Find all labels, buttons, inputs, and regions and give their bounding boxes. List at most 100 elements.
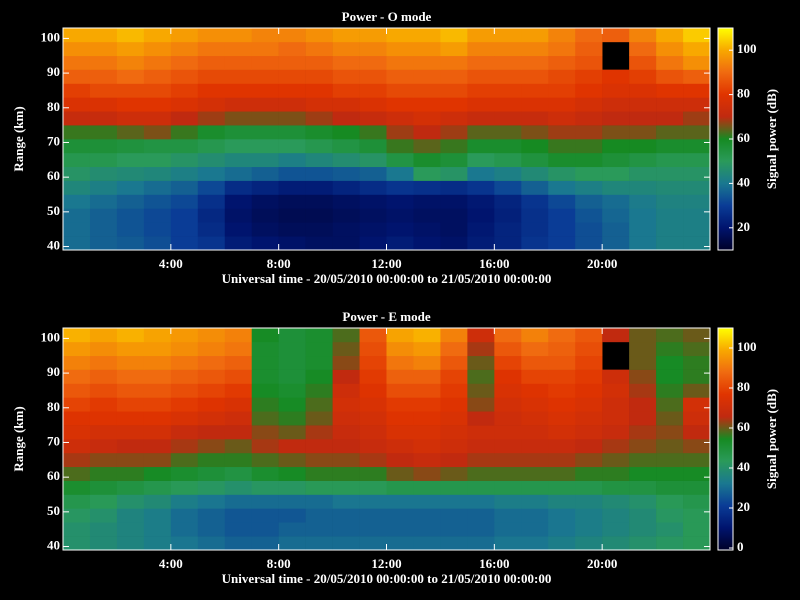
heat-cell	[251, 452, 279, 468]
heat-cell	[359, 494, 387, 509]
heat-cell	[467, 383, 495, 398]
heat-cell	[575, 425, 603, 440]
heat-cell	[413, 194, 441, 209]
heat-cell	[413, 522, 441, 537]
heat-cell	[197, 180, 226, 195]
heat-cell	[305, 97, 333, 112]
heat-cell	[494, 411, 522, 426]
heat-cell	[116, 139, 145, 154]
heat-cell	[251, 28, 279, 43]
colorbar-label: Signal power (dB)	[764, 89, 779, 189]
heat-cell	[440, 425, 468, 440]
heat-cell	[305, 236, 333, 251]
heat-cell	[440, 28, 468, 43]
heat-cell	[359, 522, 387, 537]
heat-cell	[656, 97, 684, 112]
heat-cell	[170, 97, 199, 112]
heat-cell	[548, 452, 576, 468]
heat-cell	[63, 383, 91, 398]
heat-cell	[224, 480, 253, 495]
heat-cell	[359, 152, 387, 168]
heat-cell	[143, 41, 172, 57]
heat-cell	[63, 328, 91, 343]
heat-cell	[305, 83, 333, 98]
heat-cell	[224, 236, 253, 251]
colorbar	[717, 327, 734, 551]
heat-cell	[440, 69, 468, 84]
heat-cell	[116, 236, 145, 251]
heat-cell	[575, 494, 603, 509]
heat-cell	[494, 125, 522, 140]
heat-cell	[413, 236, 441, 251]
heat-cell	[278, 522, 306, 537]
heat-cell	[278, 208, 306, 223]
heat-cell	[575, 208, 603, 223]
heat-cell	[575, 328, 603, 343]
heat-cell	[548, 83, 576, 98]
heat-cell	[278, 355, 306, 370]
heat-cell	[602, 494, 630, 509]
heat-cell	[575, 152, 603, 168]
heat-cell	[332, 180, 360, 195]
heat-cell	[224, 341, 253, 357]
heat-cell	[413, 425, 441, 440]
heat-cell	[116, 452, 145, 468]
heat-cell	[332, 125, 360, 140]
heat-cell	[386, 536, 414, 551]
heat-cell	[143, 125, 172, 140]
heat-cell	[521, 494, 549, 509]
heat-cell	[656, 341, 684, 357]
heat-cell	[413, 208, 441, 223]
heat-cell	[224, 194, 253, 209]
heat-cell	[224, 452, 253, 468]
heat-cell	[143, 508, 172, 523]
heat-cell	[386, 411, 414, 426]
heat-cell	[440, 83, 468, 98]
heat-cell	[629, 439, 657, 454]
heat-cell	[440, 194, 468, 209]
heat-cell	[521, 439, 549, 454]
x-tick-label: 16:00	[479, 256, 509, 271]
heat-cell	[143, 411, 172, 426]
heat-cell	[494, 341, 522, 357]
heat-cell	[521, 180, 549, 195]
heat-cell	[197, 369, 226, 384]
heat-cell	[332, 522, 360, 537]
heat-cell	[305, 397, 333, 412]
heat-cell	[332, 508, 360, 523]
heat-cell	[629, 480, 657, 495]
heat-cell	[63, 236, 91, 251]
heat-cell	[332, 83, 360, 98]
heat-cell	[197, 494, 226, 509]
heat-cell	[683, 236, 711, 251]
heat-cell	[251, 55, 279, 70]
heat-cell	[278, 439, 306, 454]
heat-cell	[170, 83, 199, 98]
heat-cell	[278, 369, 306, 384]
heat-cell	[63, 494, 91, 509]
heat-cell	[332, 480, 360, 495]
heat-cell	[359, 536, 387, 551]
heat-cell	[116, 369, 145, 384]
heat-cell	[89, 166, 118, 181]
heat-cell	[386, 180, 414, 195]
heat-cell	[278, 194, 306, 209]
heat-cell	[197, 480, 226, 495]
heat-cell	[629, 494, 657, 509]
heat-cell	[656, 480, 684, 495]
heat-cell	[386, 439, 414, 454]
heat-cell	[602, 111, 630, 126]
heat-cell	[63, 522, 91, 537]
heat-cell	[197, 439, 226, 454]
heat-cell	[683, 466, 711, 481]
heat-cell	[359, 55, 387, 70]
heat-cell	[89, 508, 118, 523]
heat-cell	[467, 522, 495, 537]
y-tick-label: 100	[41, 29, 61, 44]
heat-cell	[629, 139, 657, 154]
heat-cell	[278, 97, 306, 112]
heat-cell	[521, 139, 549, 154]
heat-cell	[143, 369, 172, 384]
heat-cell	[575, 355, 603, 370]
heat-cell	[305, 480, 333, 495]
